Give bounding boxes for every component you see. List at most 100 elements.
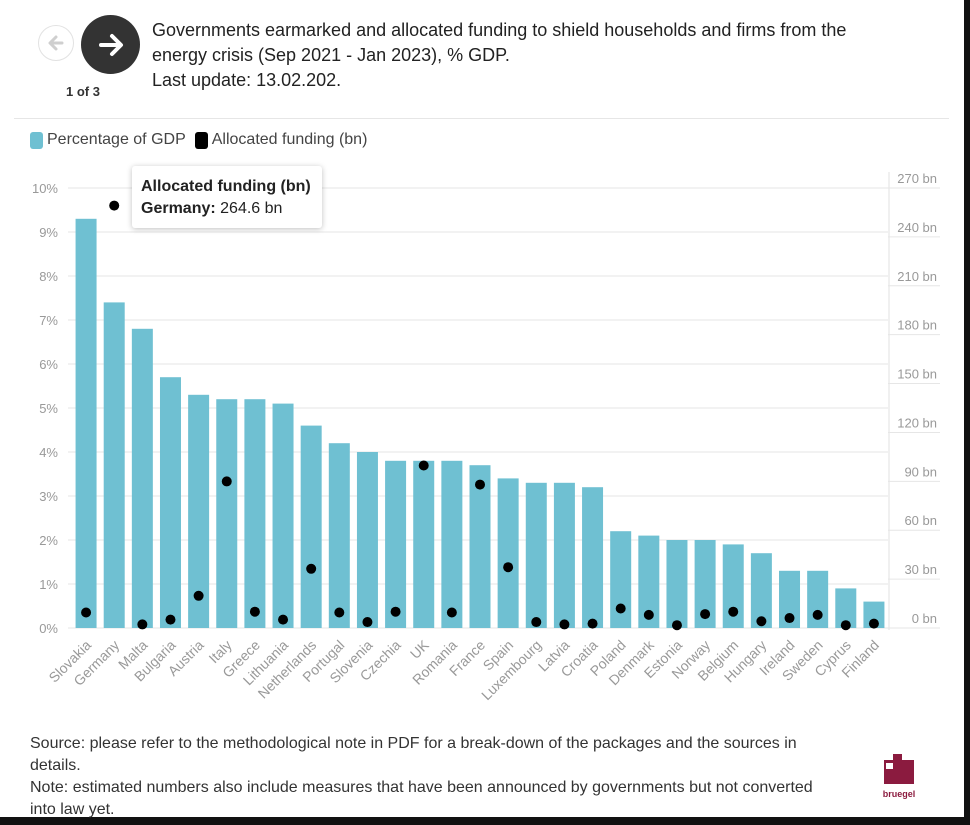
y-axis-right-tick: 150 bn — [897, 367, 937, 382]
dot — [221, 476, 232, 487]
bar — [779, 570, 801, 628]
logo-text: bruegel — [882, 789, 916, 799]
source-note-line-2: details. — [30, 757, 81, 774]
title-line-1: Governments earmarked and allocated fund… — [152, 20, 847, 40]
bar-chart: 0% 1% 2% 3% 4% 5% 6% 7% 8% 9% 10% 0 bn 30 bn 60 bn 90 … — [32, 171, 940, 703]
window-frame-bottom — [0, 817, 970, 825]
y-axis-right-tick: 30 bn — [904, 562, 937, 577]
legend-swatch-bar — [30, 131, 43, 149]
title-line-2: energy crisis (Sep 2021 - Jan 2023), % G… — [152, 45, 510, 65]
arrow-right-icon — [98, 33, 123, 56]
dot — [671, 620, 682, 631]
bar — [610, 531, 632, 628]
dot — [812, 609, 823, 620]
dot — [559, 619, 570, 630]
source-note-line-1: Source: please refer to the methodologic… — [30, 735, 797, 752]
y-axis-right-tick: 240 bn — [897, 220, 937, 235]
chart-tooltip: Allocated funding (bn) Germany: 264.6 bn — [132, 166, 322, 228]
dot — [81, 607, 92, 618]
bar — [638, 535, 660, 628]
y-axis-right-tick: 180 bn — [897, 318, 937, 333]
bar — [75, 218, 97, 629]
bar — [553, 482, 575, 628]
bar — [835, 588, 857, 628]
bar — [328, 443, 350, 628]
y-axis-right-tick: 120 bn — [897, 415, 937, 430]
page-indicator: 1 of 3 — [66, 84, 100, 99]
chart-title: Governments earmarked and allocated fund… — [152, 18, 932, 93]
logo-mark-icon — [884, 754, 914, 784]
header-divider — [14, 118, 949, 119]
dot — [446, 607, 457, 618]
legend-label: Percentage of GDP — [47, 131, 186, 148]
bar — [582, 487, 604, 628]
bar — [863, 601, 885, 628]
y-axis-right-tick: 210 bn — [897, 269, 937, 284]
y-axis-left-tick: 4% — [39, 445, 58, 460]
dot — [531, 617, 542, 628]
bar — [469, 465, 491, 628]
estimate-note-line-2: into law yet. — [30, 801, 115, 818]
bar — [525, 482, 547, 628]
dot — [784, 613, 795, 624]
bar — [497, 478, 519, 628]
tooltip-body: Germany: 264.6 bn — [141, 198, 313, 220]
tooltip-title: Allocated funding (bn) — [141, 178, 311, 195]
dot — [868, 618, 879, 629]
y-axis-left-tick: 5% — [39, 401, 58, 416]
legend: Percentage of GDP Allocated funding (bn) — [30, 131, 376, 149]
bar — [666, 540, 688, 628]
bar — [413, 460, 435, 628]
legend-item-allocated-funding[interactable]: Allocated funding (bn) — [194, 131, 368, 149]
bar — [131, 328, 153, 628]
y-axis-left-tick: 7% — [39, 313, 58, 328]
previous-button[interactable] — [38, 25, 74, 61]
y-axis-right-tick: 0 bn — [912, 611, 937, 626]
bar — [272, 403, 294, 628]
y-axis-left-tick: 1% — [39, 577, 58, 592]
y-axis-left-tick: 2% — [39, 533, 58, 548]
y-axis-right-tick: 60 bn — [904, 513, 937, 528]
dot — [334, 607, 345, 618]
dot — [615, 603, 626, 614]
dot — [390, 606, 401, 617]
y-axis-left-tick: 3% — [39, 489, 58, 504]
dot — [587, 618, 598, 629]
legend-label: Allocated funding (bn) — [211, 131, 368, 148]
bar — [385, 460, 407, 628]
dot — [165, 614, 176, 625]
dot — [840, 620, 851, 631]
dot — [362, 617, 373, 628]
legend-swatch-dot — [194, 131, 208, 149]
dot — [109, 200, 120, 211]
dot — [278, 614, 289, 625]
next-button[interactable] — [81, 15, 140, 74]
y-axis-left-tick: 8% — [39, 269, 58, 284]
dot — [193, 590, 204, 601]
bruegel-logo[interactable]: bruegel — [880, 754, 918, 799]
dot — [728, 606, 739, 617]
y-axis-left-tick: 6% — [39, 357, 58, 372]
y-axis-right-tick: 90 bn — [904, 464, 937, 479]
estimate-note-line-1: Note: estimated numbers also include mea… — [30, 779, 813, 796]
dot — [756, 616, 767, 627]
tooltip-value: 264.6 bn — [220, 200, 283, 217]
bar — [188, 394, 210, 628]
bar — [750, 553, 772, 628]
bar — [216, 399, 238, 628]
bar — [300, 425, 322, 628]
bar — [159, 377, 181, 628]
y-axis-left-tick: 0% — [39, 621, 58, 636]
legend-item-percentage-gdp[interactable]: Percentage of GDP — [30, 131, 186, 149]
bar — [441, 460, 463, 628]
window-frame-right — [964, 0, 970, 825]
tooltip-country: Germany: — [141, 200, 216, 217]
bar — [244, 399, 266, 628]
arrow-left-icon — [48, 35, 64, 51]
dot — [700, 609, 711, 620]
title-line-3: Last update: 13.02.202. — [152, 70, 342, 90]
dot — [643, 609, 654, 620]
chart-footer: Source: please refer to the methodologic… — [30, 733, 850, 821]
y-axis-left-tick: 10% — [32, 181, 58, 196]
bar — [807, 570, 829, 628]
